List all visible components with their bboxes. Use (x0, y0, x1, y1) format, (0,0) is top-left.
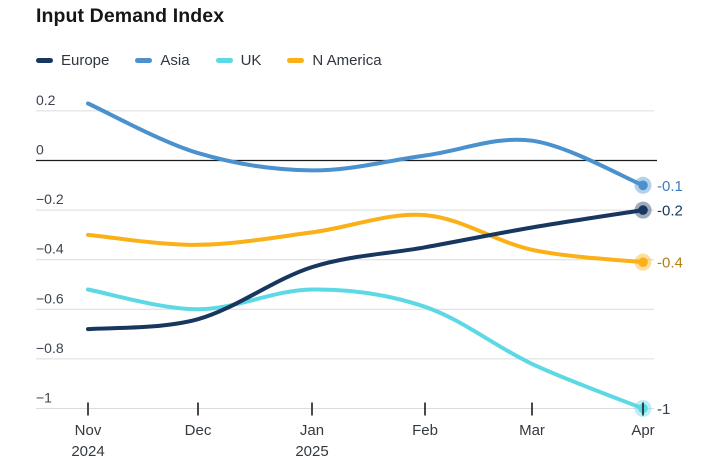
x-axis-month-label: Dec (185, 422, 212, 439)
chart-title: Input Demand Index (36, 5, 225, 27)
legend-swatch-europe (36, 58, 53, 63)
legend-label: N America (312, 52, 382, 69)
x-axis-year-label: 2024 (71, 443, 104, 460)
legend-label: UK (240, 52, 262, 69)
legend-label: Europe (61, 52, 110, 69)
legend-swatch-n-america (287, 58, 305, 63)
legend: Europe Asia UK N America (36, 52, 382, 69)
end-value-label-uk: -1 (657, 401, 670, 418)
y-axis-tick-label: 0.2 (36, 92, 56, 108)
series-line-n-america (86, 212, 645, 265)
series-line-asia (86, 101, 645, 188)
x-axis-month-label: Apr (631, 422, 654, 439)
legend-swatch-uk (215, 58, 233, 63)
x-axis-year-label: 2025 (295, 443, 328, 460)
y-axis-tick-label: −0.6 (36, 290, 64, 306)
series-line-uk (86, 287, 645, 411)
legend-item-uk[interactable]: UK (215, 52, 262, 69)
series-line-europe (86, 208, 645, 332)
y-axis-tick-label: −0.2 (36, 191, 64, 207)
legend-item-asia[interactable]: Asia (135, 52, 190, 69)
x-axis-month-label: Feb (412, 422, 438, 439)
endpoint-dot-europe (638, 205, 648, 215)
y-axis-tick-label: −0.4 (36, 241, 64, 257)
y-axis-tick-label: −1 (36, 390, 52, 406)
legend-item-n-america[interactable]: N America (287, 52, 382, 69)
legend-swatch-asia (135, 58, 153, 63)
legend-item-europe[interactable]: Europe (36, 52, 109, 69)
x-axis-month-label: Nov (75, 422, 102, 439)
end-value-label-europe: -0.2 (657, 203, 683, 220)
endpoint-dot-asia (638, 180, 648, 191)
y-axis-tick-label: 0 (36, 142, 44, 158)
legend-label: Asia (160, 52, 190, 69)
x-axis-month-label: Jan (300, 422, 324, 439)
end-value-label-n-america: -0.4 (657, 255, 683, 272)
endpoint-dot-n-america (638, 257, 648, 267)
end-value-label-asia: -0.1 (657, 178, 683, 195)
x-axis-month-label: Mar (519, 422, 545, 439)
y-axis-tick-label: −0.8 (36, 340, 64, 356)
